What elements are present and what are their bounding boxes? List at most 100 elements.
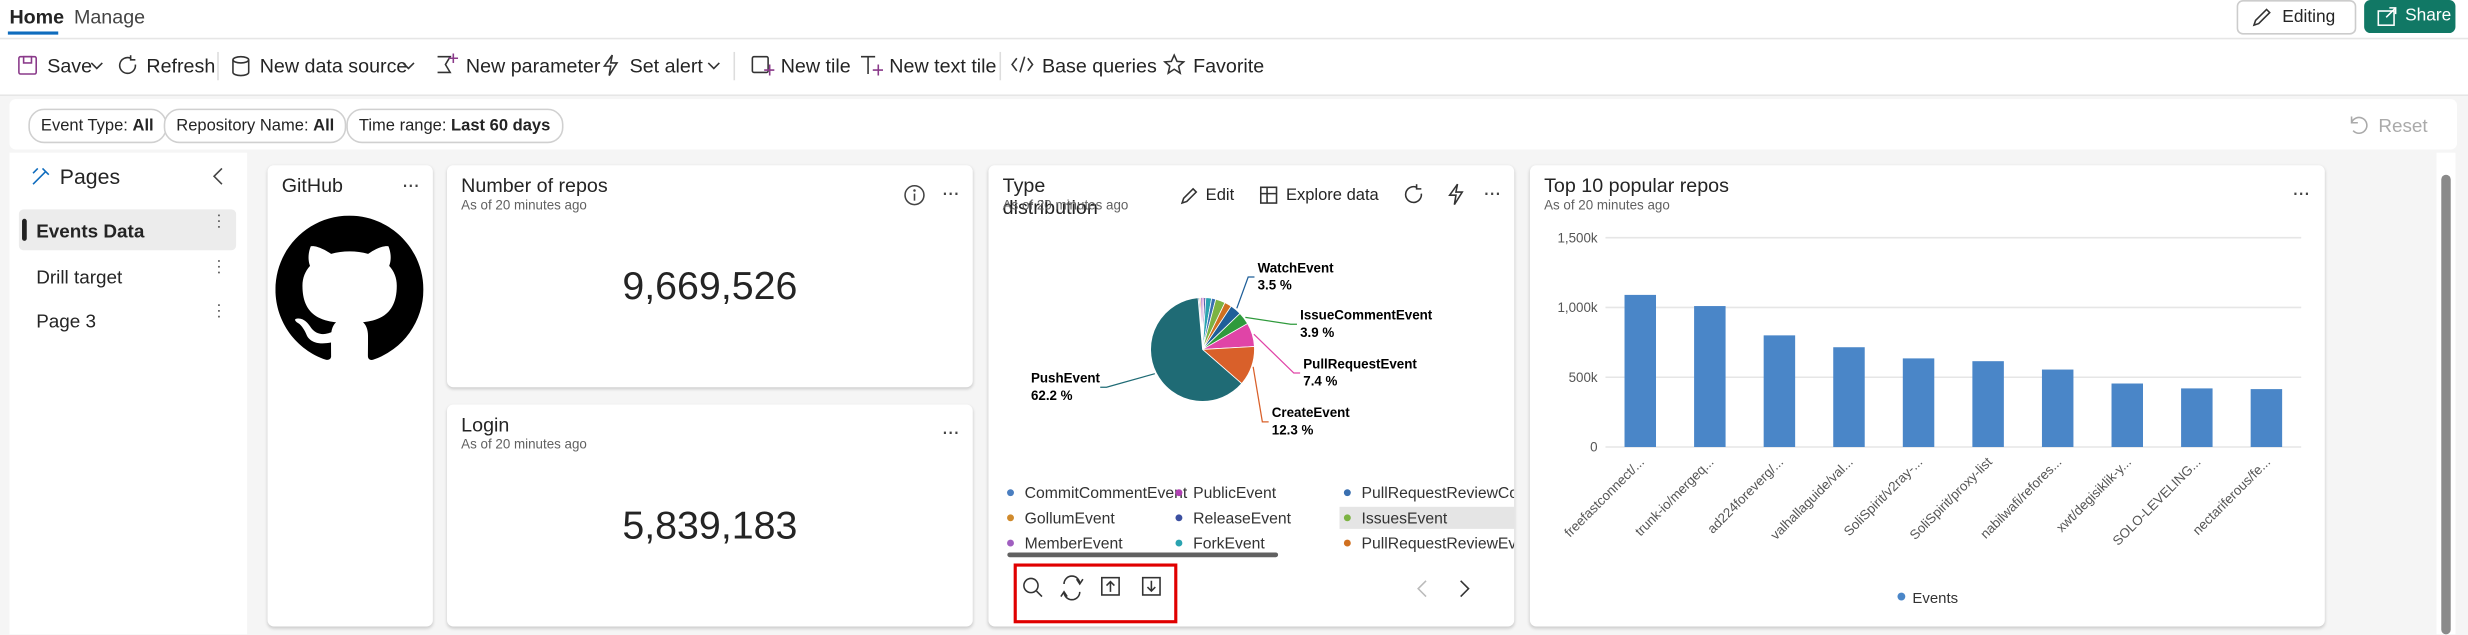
legend-label[interactable]: CommitCommentEvent xyxy=(1025,485,1188,502)
tile-title: Login xyxy=(461,413,510,436)
collapse-icon[interactable] xyxy=(212,167,225,186)
x-tick-label: nectariferous/fe... xyxy=(2190,454,2274,538)
page-item[interactable]: Events Data xyxy=(36,220,145,243)
toolbar-button[interactable]: Base queries xyxy=(1041,55,1157,78)
share-button[interactable]: Share xyxy=(2364,0,2456,34)
leader-line xyxy=(1245,316,1297,325)
legend-label[interactable]: Events xyxy=(1912,590,1958,607)
bar[interactable] xyxy=(1694,306,1726,448)
pie-tile: Type distribution As of 20 minutes ago E… xyxy=(988,165,1515,627)
chevron xyxy=(90,62,103,70)
editing-button[interactable]: Editing xyxy=(2236,0,2357,35)
data-label: PullRequestEvent xyxy=(1303,356,1417,371)
filter-label: Event Type: xyxy=(40,116,128,136)
legend-label[interactable]: GollumEvent xyxy=(1025,510,1116,527)
tab-bar: Home Manage Editing Share xyxy=(0,0,2468,38)
refresh-icon xyxy=(118,55,137,75)
bar[interactable] xyxy=(1972,361,2004,448)
code-icon xyxy=(1011,56,1034,73)
y-tick-label: 500k xyxy=(1569,370,1598,385)
info-icon[interactable] xyxy=(903,184,925,206)
tab-underline xyxy=(7,31,59,35)
bar[interactable] xyxy=(1763,335,1796,448)
bar[interactable] xyxy=(2111,383,2144,448)
alert-icon[interactable] xyxy=(1447,183,1466,207)
y-tick-label: 0 xyxy=(1590,440,1597,455)
toolbar-button[interactable]: New tile xyxy=(780,55,851,78)
editing-label: Editing xyxy=(2282,7,2336,27)
legend-marker xyxy=(1175,539,1183,547)
data-label: 62.2 % xyxy=(1031,388,1073,403)
legend-pager[interactable] xyxy=(1417,578,1480,600)
filter-pill[interactable]: Repository Name: All xyxy=(163,108,347,144)
edit-button[interactable]: Edit xyxy=(1205,185,1235,205)
reset-button[interactable]: Reset xyxy=(2378,114,2428,137)
tab[interactable]: Manage xyxy=(73,6,146,29)
legend-marker xyxy=(1007,514,1014,522)
kpi-value: 5,839,183 xyxy=(622,503,798,548)
toolbar-button[interactable]: New text tile xyxy=(889,55,997,78)
page-menu[interactable]: ··· xyxy=(209,258,229,276)
legend-label[interactable]: PullRequestReviewEvent xyxy=(1362,536,1515,553)
legend-label[interactable]: IssuesEvent xyxy=(1362,510,1448,527)
bar[interactable] xyxy=(1833,347,1865,448)
separator xyxy=(217,51,219,81)
toolbar-button[interactable]: Save xyxy=(47,55,93,78)
chevron xyxy=(707,62,720,70)
toolbar: Save Refresh New data source New paramet… xyxy=(0,37,2468,97)
toolbar-button[interactable]: New parameter xyxy=(465,55,601,78)
filter-value: Last 60 days xyxy=(451,116,551,136)
tile-title: GitHub xyxy=(281,174,343,197)
refresh-icon[interactable] xyxy=(1404,184,1424,204)
toolbar-button[interactable]: Set alert xyxy=(629,55,703,78)
filter-value: All xyxy=(313,116,335,136)
legend-scrollbar xyxy=(1007,552,1279,558)
tile-title: Number of repos xyxy=(461,174,608,197)
database-icon xyxy=(232,55,250,77)
toolbar-button[interactable]: Refresh xyxy=(146,55,216,78)
legend-label[interactable]: ForkEvent xyxy=(1193,536,1265,553)
bar-chart: 0500k1,000k1,500kfreefastconnect/...trun… xyxy=(1557,230,2302,607)
selected-indicator xyxy=(22,218,27,241)
bar[interactable] xyxy=(1902,358,1935,448)
page-menu[interactable]: ··· xyxy=(209,302,229,320)
selected-page xyxy=(18,209,237,251)
legend-label[interactable]: PublicEvent xyxy=(1193,485,1277,502)
scroll-thumb[interactable] xyxy=(2441,174,2451,635)
separator xyxy=(999,51,1002,81)
toolbar-button[interactable]: New data source xyxy=(259,55,408,78)
legend-label[interactable]: ReleaseEvent xyxy=(1193,510,1292,527)
bar[interactable] xyxy=(2250,389,2283,448)
star-icon xyxy=(1163,53,1186,75)
filter-pill[interactable]: Time range: Last 60 days xyxy=(346,108,563,144)
tab[interactable]: Home xyxy=(9,6,65,29)
highlight-box xyxy=(1013,563,1178,624)
legend-marker xyxy=(1007,539,1014,547)
page-item[interactable]: Page 3 xyxy=(36,310,97,333)
explore-button[interactable]: Explore data xyxy=(1285,185,1379,205)
save-icon xyxy=(18,55,37,75)
kpi-value: 9,669,526 xyxy=(622,264,798,309)
kpi-tile: Login As of 20 minutes ago ··· 5,839,183 xyxy=(447,404,973,627)
tile-menu[interactable]: ··· xyxy=(941,418,960,444)
tile-menu[interactable]: ··· xyxy=(941,179,960,205)
tile-menu[interactable]: ··· xyxy=(401,171,420,197)
page-menu[interactable]: ··· xyxy=(209,212,229,230)
filter-pill[interactable]: Event Type: All xyxy=(28,108,167,144)
legend-label[interactable]: MemberEvent xyxy=(1025,536,1124,553)
tile-menu[interactable]: ··· xyxy=(2291,179,2311,205)
bar[interactable] xyxy=(2041,369,2074,448)
page-item[interactable]: Drill target xyxy=(36,266,123,289)
tile-subtitle: As of 20 minutes ago xyxy=(461,196,587,213)
legend-label[interactable]: PullRequestReviewComr xyxy=(1362,485,1515,502)
tile-menu[interactable]: ··· xyxy=(1482,179,1502,205)
toolbar-button[interactable]: Favorite xyxy=(1193,55,1265,78)
text-tile-icon xyxy=(860,55,884,76)
legend-toolbar xyxy=(1023,575,1161,601)
bar[interactable] xyxy=(1624,294,1657,448)
legend-highlight xyxy=(1339,506,1515,529)
filter-value: All xyxy=(132,116,154,136)
scrollbar xyxy=(2436,152,2456,635)
share-icon xyxy=(2377,7,2397,26)
bar[interactable] xyxy=(2181,388,2213,448)
